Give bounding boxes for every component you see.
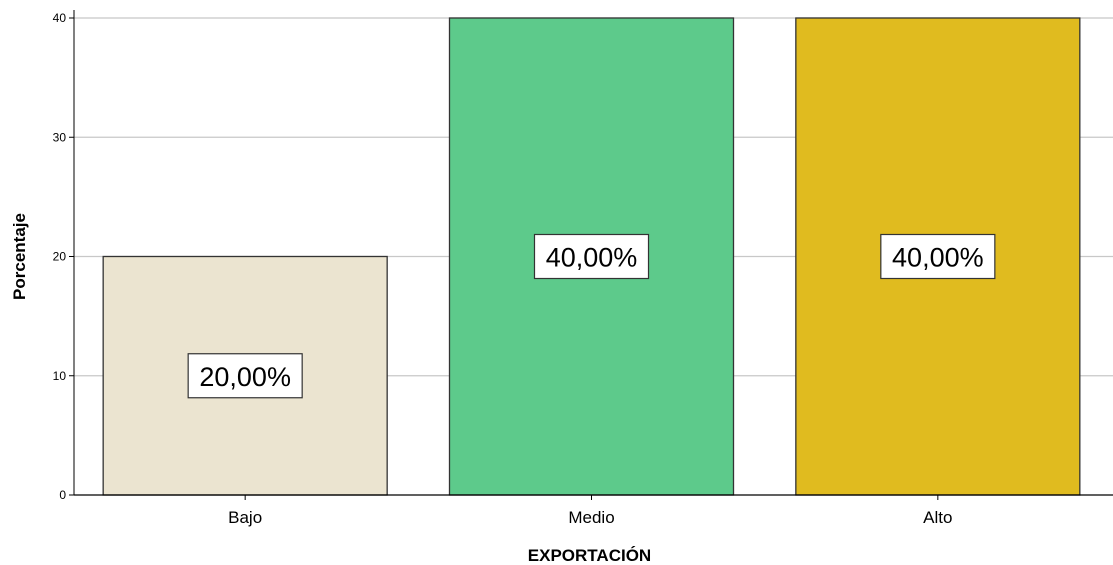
y-axis-ticks: 0 10 20 30 40 xyxy=(53,11,74,502)
data-label-text: 20,00% xyxy=(199,362,291,392)
y-axis-title: Porcentaje xyxy=(10,213,29,300)
data-label-box xyxy=(533,233,650,280)
data-label-text: 40,00% xyxy=(546,243,638,273)
data-labels: 20,00% 40,00% 40,00% xyxy=(187,233,996,399)
data-label-box xyxy=(880,233,996,280)
y-tick-label: 40 xyxy=(53,11,67,25)
x-axis-title: EXPORTACIÓN xyxy=(528,546,651,565)
bar-bajo xyxy=(102,255,388,496)
y-tick-label: 20 xyxy=(53,250,67,264)
data-label-box xyxy=(187,353,303,399)
x-axis-categories: Bajo Medio Alto xyxy=(228,495,952,527)
y-tick-label: 10 xyxy=(53,369,67,383)
x-category-label: Alto xyxy=(923,508,952,527)
y-tick-label: 0 xyxy=(59,488,66,502)
data-label-text: 40,00% xyxy=(892,243,984,273)
data-label-alto: 40,00% xyxy=(880,233,996,280)
data-label-medio: 40,00% xyxy=(533,233,650,280)
x-category-label: Bajo xyxy=(228,508,262,527)
y-tick-label: 30 xyxy=(53,130,67,144)
data-label-bajo: 20,00% xyxy=(187,353,303,399)
x-category-label: Medio xyxy=(568,508,614,527)
